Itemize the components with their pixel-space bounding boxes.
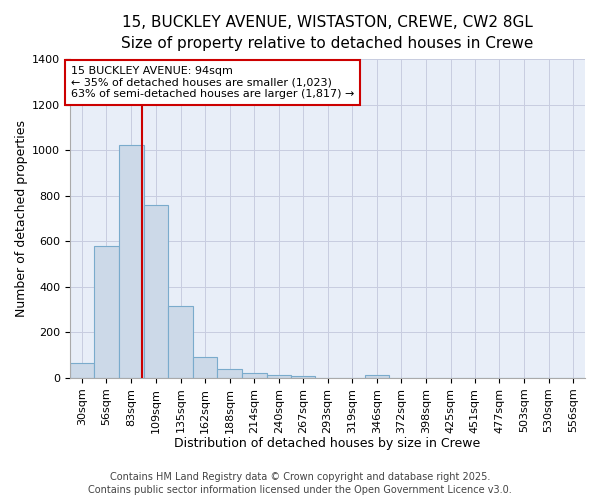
Bar [217, 370, 242, 378]
Bar [70, 363, 94, 378]
Bar [94, 246, 119, 378]
Bar [168, 306, 193, 378]
Text: 15 BUCKLEY AVENUE: 94sqm
← 35% of detached houses are smaller (1,023)
63% of sem: 15 BUCKLEY AVENUE: 94sqm ← 35% of detach… [71, 66, 355, 99]
Bar [291, 376, 316, 378]
Bar [119, 145, 144, 378]
Bar [365, 376, 389, 378]
Title: 15, BUCKLEY AVENUE, WISTASTON, CREWE, CW2 8GL
Size of property relative to detac: 15, BUCKLEY AVENUE, WISTASTON, CREWE, CW… [121, 15, 533, 51]
Text: Contains HM Land Registry data © Crown copyright and database right 2025.
Contai: Contains HM Land Registry data © Crown c… [88, 472, 512, 495]
Y-axis label: Number of detached properties: Number of detached properties [15, 120, 28, 317]
Bar [267, 376, 291, 378]
Bar [242, 374, 267, 378]
Bar [193, 358, 217, 378]
X-axis label: Distribution of detached houses by size in Crewe: Distribution of detached houses by size … [175, 437, 481, 450]
Bar [144, 205, 168, 378]
